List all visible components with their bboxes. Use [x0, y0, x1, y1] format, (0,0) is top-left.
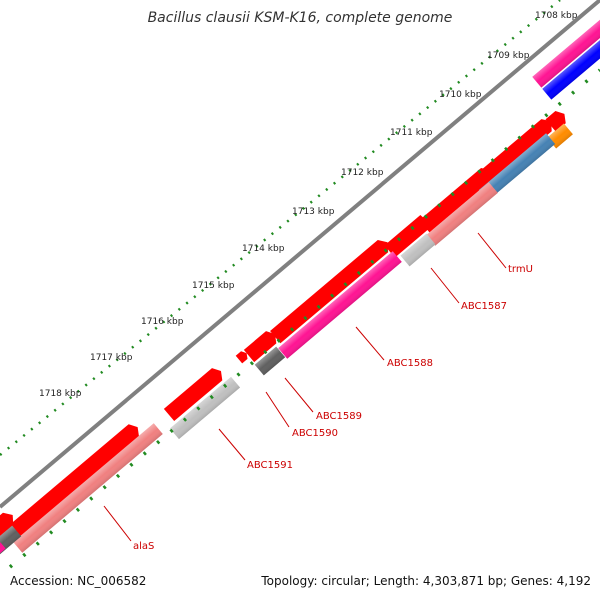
gene-label-abc1590: ABC1590	[292, 428, 338, 439]
callout-trmu: trmU	[477, 232, 533, 275]
dotted-scale-arc	[0, 0, 561, 456]
gene-arrow	[163, 368, 223, 422]
callout-abc1590: ABC1590	[265, 391, 338, 439]
gene-arrow	[0, 512, 14, 540]
tick-label: 1708 kbp	[535, 11, 578, 21]
tick-labels: 1708 kbp 1709 kbp 1710 kbp 1711 kbp 1712…	[39, 11, 578, 399]
tick-label: 1709 kbp	[487, 51, 530, 61]
gene-arrow	[270, 239, 389, 344]
gene-arrow	[7, 424, 139, 540]
tick-label: 1711 kbp	[390, 128, 433, 138]
tick-label: 1716 kbp	[141, 317, 184, 327]
gene-label-abc1588: ABC1588	[387, 358, 433, 369]
forward-strand	[0, 111, 566, 540]
tick-label: 1713 kbp	[292, 207, 335, 217]
gene-label-alas: alaS	[133, 541, 154, 552]
tick-label: 1717 kbp	[90, 353, 133, 363]
callout-abc1588: ABC1588	[355, 326, 433, 369]
tick-label: 1718 kbp	[39, 389, 82, 399]
map-title: Bacillus clausii KSM-K16, complete genom…	[147, 10, 453, 26]
callout-abc1591: ABC1591	[218, 428, 293, 471]
inner-scale-arc	[8, 68, 600, 569]
gene-arrow	[235, 351, 248, 364]
tick-label: 1712 kbp	[341, 168, 384, 178]
tick-label: 1715 kbp	[192, 281, 235, 291]
gene-arrow	[243, 331, 277, 363]
callout-abc1587: ABC1587	[430, 267, 507, 312]
gene-label-abc1591: ABC1591	[247, 460, 293, 471]
gene-arrow	[419, 168, 492, 233]
backbone-arc	[0, 0, 600, 509]
gene-labels: trmU ABC1587 ABC1588 ABC1589 ABC1590 ABC…	[103, 232, 533, 552]
gene-arrow	[475, 119, 552, 187]
gene-label-abc1587: ABC1587	[461, 301, 507, 312]
gene-arrow	[384, 215, 431, 258]
gene-label-abc1589: ABC1589	[316, 411, 362, 422]
feature-strip	[0, 12, 600, 555]
accession-text: Accession: NC_006582	[10, 574, 147, 588]
callout-abc1589: ABC1589	[284, 377, 362, 422]
gene-label-trmu: trmU	[508, 264, 533, 275]
genome-summary-text: Topology: circular; Length: 4,303,871 bp…	[261, 574, 591, 588]
tick-label: 1710 kbp	[439, 90, 482, 100]
callout-alas: alaS	[103, 505, 154, 552]
tick-label: 1714 kbp	[242, 244, 285, 254]
